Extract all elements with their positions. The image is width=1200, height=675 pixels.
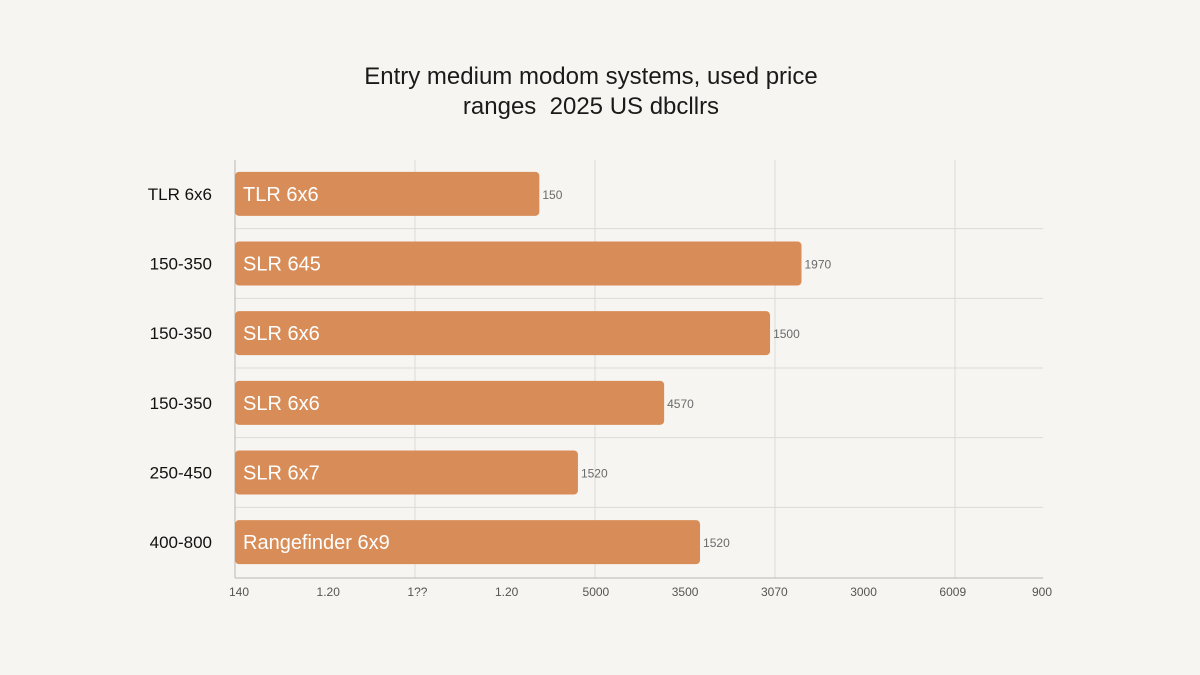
value-label: 4570 <box>667 397 694 411</box>
x-tick-label: 3070 <box>761 585 788 599</box>
bar <box>235 241 802 286</box>
bar <box>235 311 771 356</box>
category-label: 150-350 <box>150 394 212 413</box>
bar-label: SLR 645 <box>243 254 321 276</box>
bar-label: SLR 6x6 <box>243 393 320 415</box>
x-tick-label: 6009 <box>939 585 966 599</box>
value-label: 1970 <box>804 258 831 272</box>
category-label: 150-350 <box>150 255 212 274</box>
chart-title: Entry medium modom systems, used price r… <box>0 62 1182 122</box>
category-label: 250-450 <box>150 464 212 483</box>
chart-title-line-1: Entry medium modom systems, used price <box>364 63 818 90</box>
x-tick-label: 140 <box>229 585 249 599</box>
x-tick-label: 900 <box>1032 585 1052 599</box>
bar <box>235 171 540 216</box>
bar-label: TLR 6x6 <box>243 184 319 206</box>
x-tick-label: 5000 <box>583 585 610 599</box>
bar <box>235 450 578 495</box>
chart-title-line-2: ranges 2025 US dbcllrs <box>462 93 720 120</box>
bar <box>235 380 665 425</box>
bar-label: Rangefinder 6x9 <box>243 532 390 554</box>
category-label: TLR 6x6 <box>148 185 212 204</box>
value-label: 1500 <box>773 327 800 341</box>
category-label: 150-350 <box>150 324 212 343</box>
x-tick-label: 3500 <box>672 585 699 599</box>
x-tick-label: 3000 <box>850 585 877 599</box>
x-tick-label: 1?? <box>407 585 427 599</box>
bar-label: SLR 6x6 <box>243 323 320 345</box>
value-label: 150 <box>542 188 562 202</box>
value-label: 1520 <box>703 536 730 550</box>
bar <box>235 520 701 565</box>
value-label: 1520 <box>581 467 608 481</box>
x-tick-label: 1.20 <box>317 585 341 599</box>
category-label: 400-800 <box>150 533 212 552</box>
bar-label: SLR 6x7 <box>243 463 320 485</box>
x-tick-label: 1.20 <box>495 585 519 599</box>
